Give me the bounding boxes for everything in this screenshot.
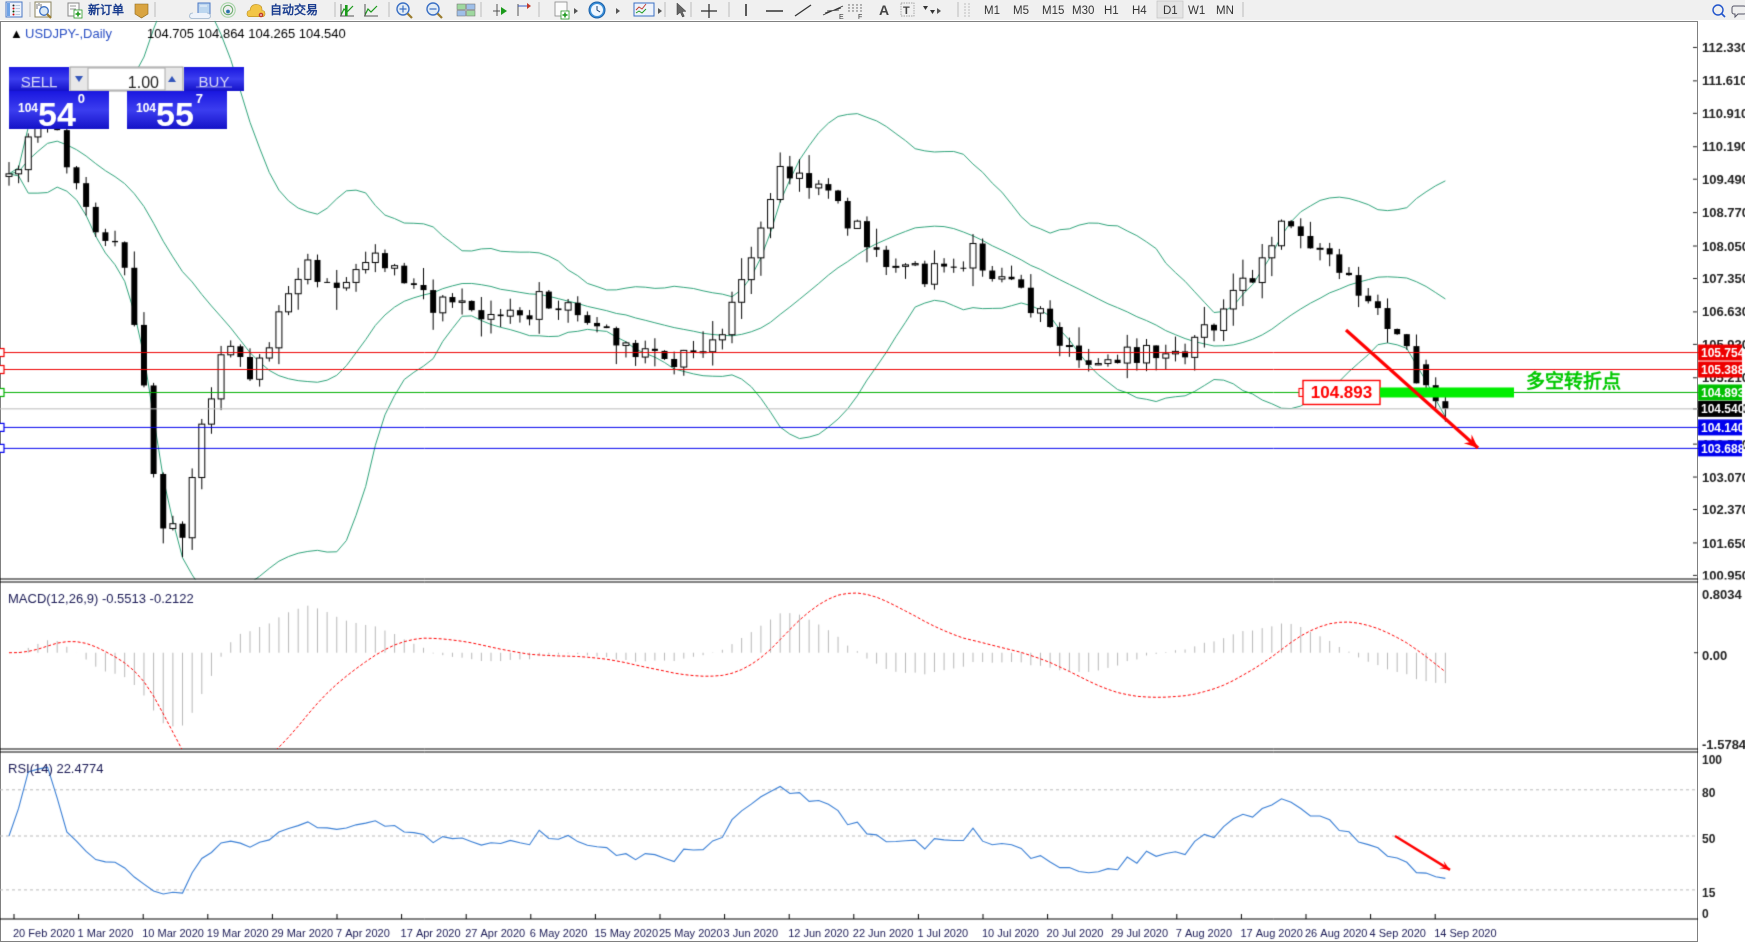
svg-text:H4: H4: [1132, 5, 1147, 17]
svg-text:T: T: [903, 5, 910, 17]
svg-text:W1: W1: [1188, 5, 1205, 17]
svg-text:M15: M15: [1042, 5, 1064, 17]
svg-text:自动交易: 自动交易: [270, 2, 318, 17]
svg-text:M30: M30: [1072, 5, 1094, 17]
svg-text:A: A: [879, 2, 889, 18]
svg-text:M5: M5: [1013, 5, 1029, 17]
svg-text:新订单: 新订单: [88, 2, 124, 17]
svg-text:D1: D1: [1163, 5, 1178, 17]
svg-text:M1: M1: [984, 5, 1000, 17]
svg-text:H1: H1: [1104, 5, 1119, 17]
svg-text:MN: MN: [1216, 5, 1234, 17]
